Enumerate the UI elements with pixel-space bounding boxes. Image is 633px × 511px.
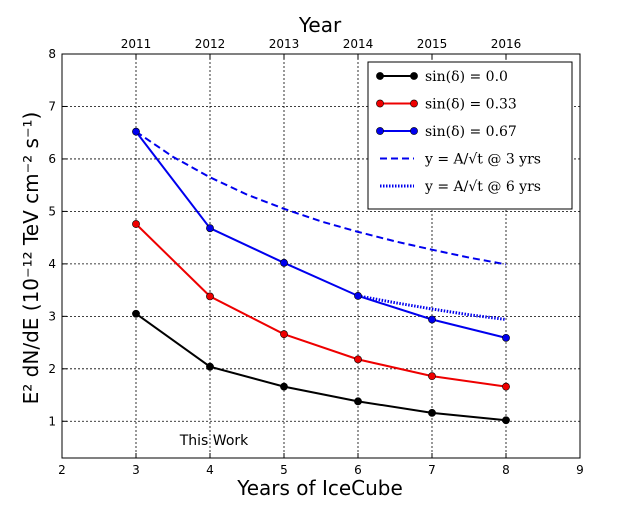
data-point bbox=[354, 291, 362, 300]
data-point bbox=[280, 258, 288, 267]
data-point bbox=[354, 397, 362, 406]
series-line-3 bbox=[135, 130, 507, 266]
x-axis-title: Years of IceCube bbox=[236, 476, 403, 500]
top-tick-label: 2015 bbox=[417, 37, 448, 51]
x-tick-label: 9 bbox=[576, 463, 584, 477]
data-point bbox=[206, 292, 214, 301]
x-tick-label: 6 bbox=[354, 463, 362, 477]
top-tick-label: 2013 bbox=[269, 37, 300, 51]
data-point bbox=[428, 372, 436, 381]
legend: sin(δ) = 0.0 sin(δ) = 0.33 sin(δ) = 0.67 y … bbox=[367, 61, 573, 210]
y-tick-label: 8 bbox=[48, 47, 56, 61]
data-point bbox=[280, 382, 288, 391]
data-point bbox=[132, 309, 140, 318]
y-tick-label: 3 bbox=[48, 309, 56, 323]
legend-label-1: sin(δ) = 0.33 bbox=[425, 97, 517, 113]
data-point bbox=[502, 333, 510, 342]
legend-marker bbox=[376, 99, 384, 108]
legend-marker bbox=[376, 72, 384, 80]
x-tick-label: 3 bbox=[132, 463, 140, 477]
legend-marker bbox=[410, 99, 418, 108]
annotation-this-work: This Work bbox=[179, 433, 249, 449]
data-point bbox=[428, 315, 436, 324]
data-point bbox=[502, 416, 510, 425]
top-tick-label: 2011 bbox=[121, 37, 152, 51]
top-axis-title: Year bbox=[298, 13, 342, 37]
legend-marker bbox=[410, 72, 418, 80]
top-tick-label: 2016 bbox=[491, 37, 522, 51]
data-point bbox=[206, 362, 214, 371]
tick-layer: 2 3 4 5 6 7 8 9 1 2 3 4 5 6 7 8 2011 2012 2013 2014 2015 2016 bbox=[48, 37, 583, 477]
grid-layer bbox=[62, 54, 580, 458]
series-line-2 bbox=[135, 131, 507, 339]
legend-label-2: sin(δ) = 0.67 bbox=[425, 124, 517, 140]
series-line-1 bbox=[135, 223, 507, 388]
y-tick-label: 7 bbox=[48, 99, 56, 113]
series-line-4 bbox=[357, 294, 507, 321]
data-point bbox=[428, 408, 436, 417]
series-layer bbox=[132, 127, 510, 425]
x-tick-label: 5 bbox=[280, 463, 288, 477]
plot-frame bbox=[61, 53, 581, 459]
data-point bbox=[206, 224, 214, 233]
x-tick-label: 8 bbox=[502, 463, 510, 477]
data-point bbox=[132, 220, 140, 228]
y-tick-label: 4 bbox=[48, 257, 56, 271]
legend-label-0: sin(δ) = 0.0 bbox=[425, 69, 508, 85]
data-point bbox=[502, 382, 510, 391]
legend-marker bbox=[410, 127, 418, 135]
legend-marker bbox=[376, 127, 384, 135]
y-tick-label: 5 bbox=[48, 204, 56, 218]
data-point bbox=[354, 355, 362, 364]
legend-label-4: y = A/√t @ 6 yrs bbox=[424, 179, 541, 195]
top-tick-label: 2012 bbox=[195, 37, 226, 51]
x-tick-label: 7 bbox=[428, 463, 436, 477]
y-tick-label: 6 bbox=[48, 152, 56, 166]
x-tick-label: 2 bbox=[58, 463, 66, 477]
y-tick-label: 1 bbox=[48, 414, 56, 428]
series-line-0 bbox=[135, 312, 507, 422]
y-axis-title: E² dN/dE (10⁻¹² TeV cm⁻² s⁻¹) bbox=[19, 112, 43, 405]
top-tick-label: 2014 bbox=[343, 37, 374, 51]
x-tick-label: 4 bbox=[206, 463, 214, 477]
legend-label-3: y = A/√t @ 3 yrs bbox=[424, 152, 541, 168]
data-point bbox=[280, 330, 288, 339]
data-point bbox=[132, 127, 140, 136]
y-tick-label: 2 bbox=[48, 362, 56, 376]
